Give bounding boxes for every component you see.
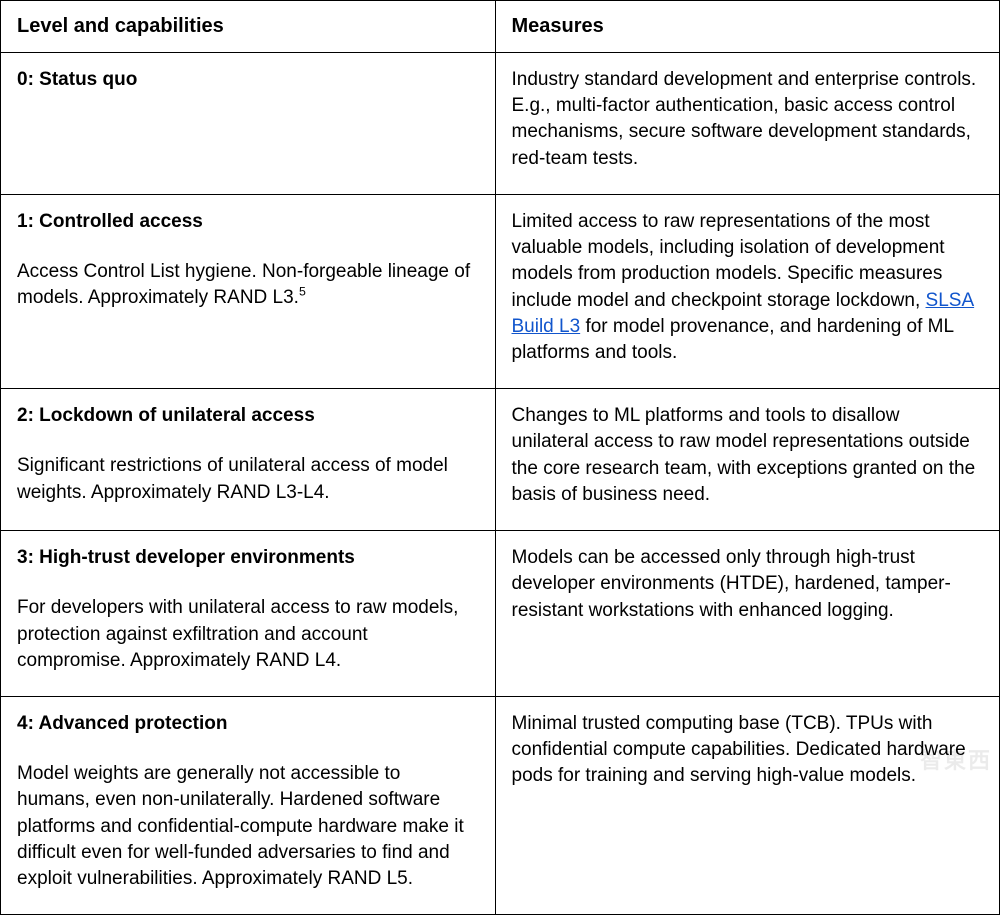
level-title: 2: Lockdown of unilateral access — [17, 403, 473, 429]
level-title: 1: Controlled access — [17, 209, 473, 235]
table-header-row: Level and capabilities Measures — [1, 1, 1000, 53]
cell-level-1: 1: Controlled access Access Control List… — [1, 194, 496, 388]
cell-measures-1: Limited access to raw representations of… — [495, 194, 1000, 388]
cell-measures-4: Minimal trusted computing base (TCB). TP… — [495, 696, 1000, 914]
header-level: Level and capabilities — [1, 1, 496, 53]
table-row: 1: Controlled access Access Control List… — [1, 194, 1000, 388]
table-row: 4: Advanced protection Model weights are… — [1, 696, 1000, 914]
header-measures: Measures — [495, 1, 1000, 53]
level-desc-text: Access Control List hygiene. Non-forgeab… — [17, 261, 470, 308]
security-levels-table: Level and capabilities Measures 0: Statu… — [0, 0, 1000, 915]
level-desc: Access Control List hygiene. Non-forgeab… — [17, 259, 473, 311]
table-row: 3: High-trust developer environments For… — [1, 531, 1000, 697]
cell-level-2: 2: Lockdown of unilateral access Signifi… — [1, 389, 496, 531]
cell-level-3: 3: High-trust developer environments For… — [1, 531, 496, 697]
table-row: 0: Status quo Industry standard developm… — [1, 53, 1000, 195]
footnote-ref: 5 — [299, 285, 306, 299]
level-title: 3: High-trust developer environments — [17, 545, 473, 571]
table-row: 2: Lockdown of unilateral access Signifi… — [1, 389, 1000, 531]
cell-measures-3: Models can be accessed only through high… — [495, 531, 1000, 697]
page-wrap: Level and capabilities Measures 0: Statu… — [0, 0, 1000, 915]
level-title: 4: Advanced protection — [17, 711, 473, 737]
cell-level-4: 4: Advanced protection Model weights are… — [1, 696, 496, 914]
level-desc: Significant restrictions of unilateral a… — [17, 453, 473, 505]
level-title: 0: Status quo — [17, 67, 473, 93]
cell-measures-2: Changes to ML platforms and tools to dis… — [495, 389, 1000, 531]
cell-level-0: 0: Status quo — [1, 53, 496, 195]
cell-measures-0: Industry standard development and enterp… — [495, 53, 1000, 195]
level-desc: For developers with unilateral access to… — [17, 595, 473, 674]
measures-text-before: Limited access to raw representations of… — [512, 211, 945, 311]
